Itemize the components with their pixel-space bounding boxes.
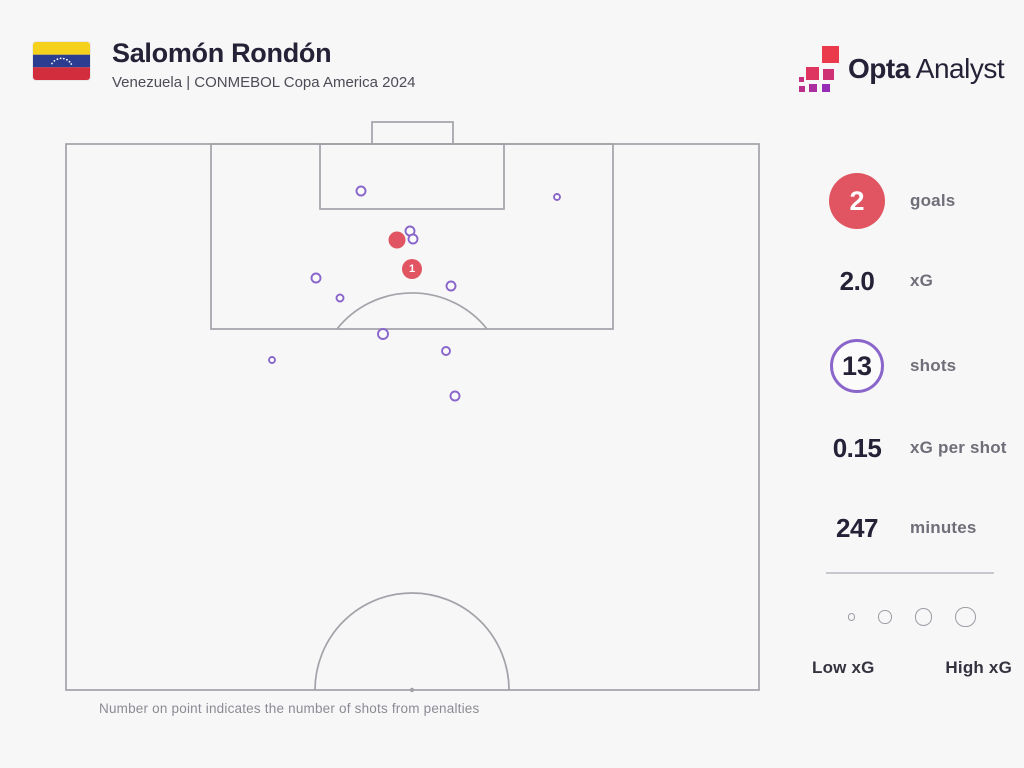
flag-stars: [51, 57, 73, 65]
xg-legend-circle: [955, 606, 976, 628]
shot-point: [449, 390, 461, 402]
shot-point: [310, 272, 322, 284]
shot-point: [407, 233, 419, 245]
xg-legend-circle: [878, 610, 892, 624]
shot-point: [355, 185, 367, 197]
stat-row-goals: 2 goals: [812, 171, 1024, 231]
goal-box: [371, 121, 454, 145]
six-yard-box: [319, 143, 505, 210]
venezuela-flag: [33, 42, 90, 80]
shot-point: [553, 193, 561, 201]
xg-legend-circle: [914, 608, 933, 626]
logo-wordmark: Opta Analyst: [848, 53, 1005, 85]
logo-word-opta: Opta: [848, 53, 910, 84]
penalty-arc: [336, 292, 488, 330]
shots-badge: 13: [830, 339, 884, 393]
page-title: Salomón Rondón: [112, 38, 332, 68]
stat-row-xg-per-shot: 0.15 xG per shot: [812, 418, 1024, 478]
stat-row-xg: 2.0 xG: [812, 251, 1024, 311]
goal-point: [402, 259, 422, 279]
opta-analyst-logo: Opta Analyst: [799, 45, 1005, 92]
xg-per-shot-label: xG per shot: [910, 438, 1007, 457]
shot-point: [335, 293, 345, 303]
page-subtitle: Venezuela | CONMEBOL Copa America 2024: [112, 74, 416, 91]
penalty-note: Number on point indicates the number of …: [99, 701, 480, 716]
high-xg-label: High xG: [945, 658, 1012, 677]
shots-label: shots: [910, 356, 957, 375]
stat-row-shots: 13 shots: [812, 336, 1024, 396]
xg-legend-circle: [848, 613, 856, 621]
shot-point: [441, 346, 451, 356]
shots-value: 13: [841, 350, 873, 381]
minutes-label: minutes: [910, 518, 977, 537]
goals-value: 2: [849, 185, 865, 216]
minutes-value: 247: [836, 512, 878, 543]
stat-row-minutes: 247 minutes: [812, 498, 1024, 558]
header: Salomón Rondón Venezuela | CONMEBOL Copa…: [112, 38, 416, 91]
xg-per-shot-value: 0.15: [832, 432, 882, 463]
centre-circle: [314, 592, 510, 691]
goals-badge: 2: [829, 173, 885, 229]
logo-word-analyst: Analyst: [915, 53, 1005, 84]
shot-point: [445, 280, 457, 292]
xg-value: 2.0: [839, 265, 875, 296]
shots-layer: 1: [268, 185, 561, 402]
goal-point: [388, 231, 406, 249]
opta-logo-icon: [799, 45, 839, 92]
pitch-outline: [65, 143, 760, 691]
shot-point: [377, 328, 389, 340]
xg-size-legend: [826, 595, 994, 639]
penalty-count-label: 1: [409, 263, 415, 275]
xg-legend-labels: Low xG High xG: [812, 658, 1012, 678]
shot-point: [268, 356, 276, 364]
xg-label: xG: [910, 271, 934, 290]
goals-label: goals: [910, 191, 956, 210]
low-xg-label: Low xG: [812, 658, 875, 677]
venezuela-flag-graphic: [33, 42, 90, 80]
centre-spot: [409, 687, 415, 693]
legend-divider: [826, 572, 994, 574]
